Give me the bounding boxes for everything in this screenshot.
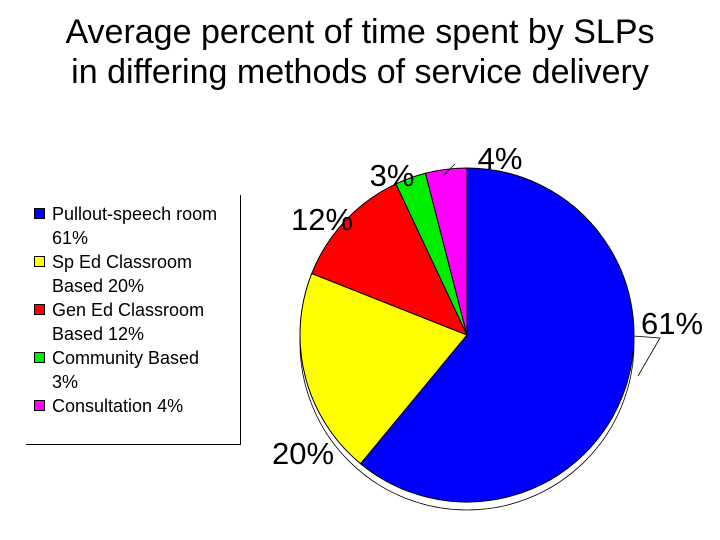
legend-item-community: Community Based 3% — [26, 346, 240, 394]
legend-label-gened-line-1: Gen Ed Classroom — [52, 300, 205, 320]
pie-slice-consultation — [424, 167, 468, 336]
legend-item-consultation: Consultation 4% — [26, 394, 240, 418]
leader-line-consultation — [442, 163, 456, 177]
data-label-consultation: 4% — [478, 141, 523, 176]
legend-label-consultation-line-1: Consultation 4% — [52, 396, 184, 416]
pie-slice-pullout — [359, 167, 635, 503]
pie-slices — [299, 167, 635, 503]
legend-swatch-sped — [34, 256, 45, 267]
legend-item-gened: Gen Ed Classroom Based 12% — [26, 298, 240, 346]
chart-legend: Pullout-speech room 61% Sp Ed Classroom … — [26, 195, 241, 445]
pie-data-labels: 61% 20% 12% 3% 4% — [272, 141, 703, 471]
legend-swatch-consultation — [34, 400, 45, 411]
legend-swatch-gened — [34, 304, 45, 315]
legend-label-pullout-line-1: Pullout-speech room — [52, 204, 218, 224]
legend-swatch-community — [34, 352, 45, 363]
legend-swatch-pullout — [34, 208, 45, 219]
chart-title-line-2: in differing methods of service delivery — [71, 53, 649, 91]
pie-slice-gened — [311, 183, 468, 336]
pie-slice-sped — [299, 272, 468, 465]
data-label-gened: 12% — [291, 202, 353, 237]
legend-item-pullout: Pullout-speech room 61% — [26, 202, 240, 250]
legend-label-pullout-line-2: 61% — [52, 228, 89, 248]
chart-title: Average percent of time spent by SLPs in… — [0, 12, 720, 92]
data-label-community: 3% — [370, 158, 415, 193]
legend-label-community-line-2: 3% — [52, 372, 79, 392]
legend-label-community-line-1: Community Based — [52, 348, 200, 368]
legend-label-sped-line-2: Based 20% — [52, 276, 145, 296]
legend-label-sped-line-1: Sp Ed Classroom — [52, 252, 193, 272]
legend-item-sped: Sp Ed Classroom Based 20% — [26, 250, 240, 298]
chart-title-line-1: Average percent of time spent by SLPs — [65, 13, 655, 51]
pie-leader-lines — [442, 163, 661, 377]
legend-label-gened-line-2: Based 12% — [52, 324, 145, 344]
data-label-pullout: 61% — [641, 306, 703, 341]
data-label-sped: 20% — [272, 436, 334, 471]
leader-line-pullout — [632, 335, 661, 377]
